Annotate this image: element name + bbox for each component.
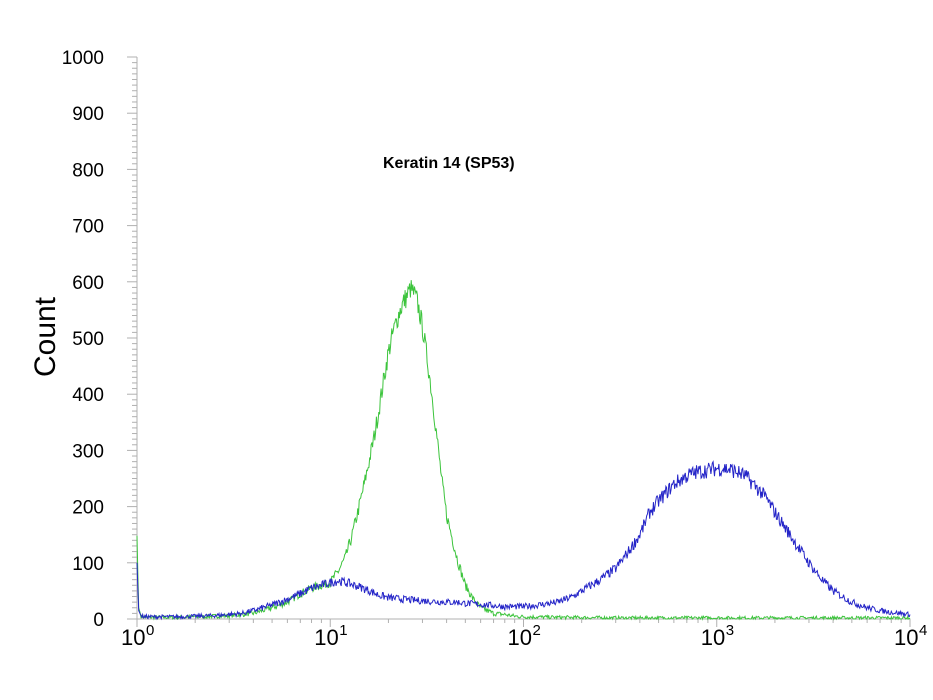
x-tick-exponent: 0 [146,622,154,639]
x-tick-exponent: 2 [533,622,541,639]
series-layer [136,280,911,621]
x-tick-base: 10 [894,625,918,650]
x-tick-label: 10 2 [508,622,541,650]
x-tick-base: 10 [701,625,725,650]
y-tick-label: 1000 [62,48,104,69]
x-tick-exponent: 1 [339,622,347,639]
x-tick-exponent: 4 [919,622,927,639]
x-axis: 10 0 10 1 10 2 10 3 10 4 [121,618,927,650]
series-line-1 [136,280,911,621]
y-tick-label: 500 [72,329,104,350]
y-tick-label: 200 [72,498,104,519]
x-tick-exponent: 3 [726,622,734,639]
x-tick-label: 10 1 [314,622,347,650]
x-tick-base: 10 [121,625,145,650]
x-tick-label: 10 3 [701,622,734,650]
y-tick-label: 300 [72,441,104,462]
series-line-2 [136,460,911,621]
y-tick-label: 600 [72,273,104,294]
y-tick-label: 0 [93,610,104,631]
x-tick-label: 10 0 [121,622,154,650]
x-tick-label: 10 4 [894,622,927,650]
y-axis: 0 100 200 300 400 500 600 700 800 900 1000 [62,48,138,631]
x-tick-base: 10 [314,625,338,650]
y-tick-label: 800 [72,160,104,181]
chart-title: Keratin 14 (SP53) [383,155,515,172]
y-tick-label: 400 [72,385,104,406]
y-axis-label: Count [29,296,62,377]
y-tick-label: 100 [72,554,104,575]
y-tick-label: 700 [72,217,104,238]
x-tick-base: 10 [508,625,532,650]
y-tick-label: 900 [72,104,104,125]
